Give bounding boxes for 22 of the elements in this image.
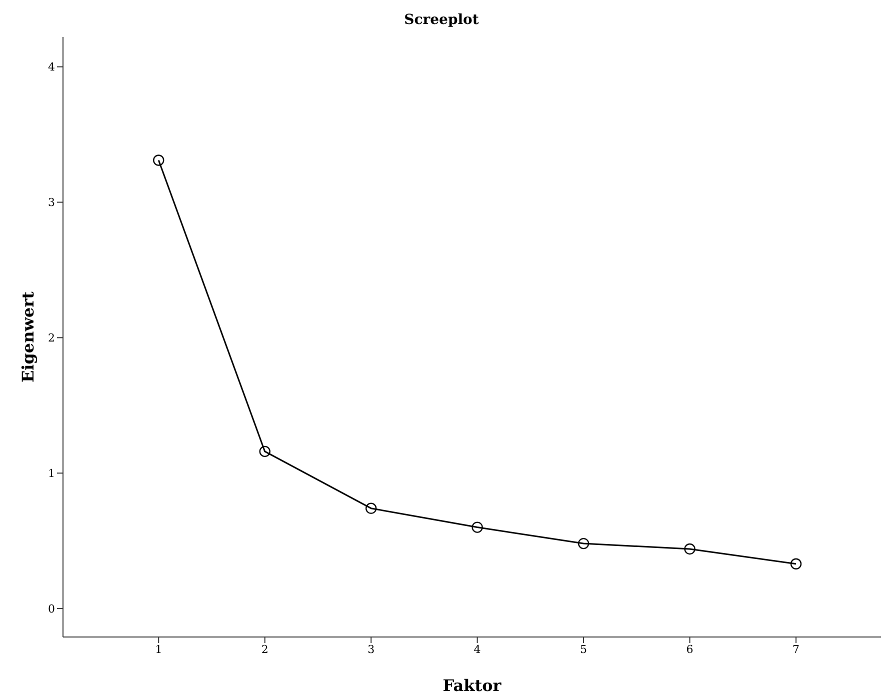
x-tick-label: 6: [686, 642, 694, 656]
x-tick-label: 1: [155, 642, 162, 656]
x-tick-label: 7: [792, 642, 800, 656]
x-tick-label: 2: [261, 642, 268, 656]
x-tick-label: 4: [474, 642, 481, 656]
point: [472, 522, 483, 533]
point: [790, 558, 802, 570]
y-tick-label: 1: [48, 467, 55, 480]
x-tick-label: 5: [580, 642, 588, 656]
x-axis-title: Faktor: [442, 676, 502, 695]
x-tick-label: 3: [368, 642, 375, 656]
y-tick-label: 3: [48, 196, 55, 210]
point: [153, 154, 164, 166]
y-axis-title: Eigenwert: [18, 291, 38, 383]
point: [578, 538, 590, 550]
y-tick-label: 0: [48, 602, 55, 616]
point: [365, 502, 377, 514]
y-tick-label: 2: [48, 332, 55, 345]
y-tick-label: 4: [48, 60, 55, 74]
point: [684, 543, 696, 555]
chart-title: Screeplot: [403, 12, 480, 28]
point: [259, 446, 270, 458]
